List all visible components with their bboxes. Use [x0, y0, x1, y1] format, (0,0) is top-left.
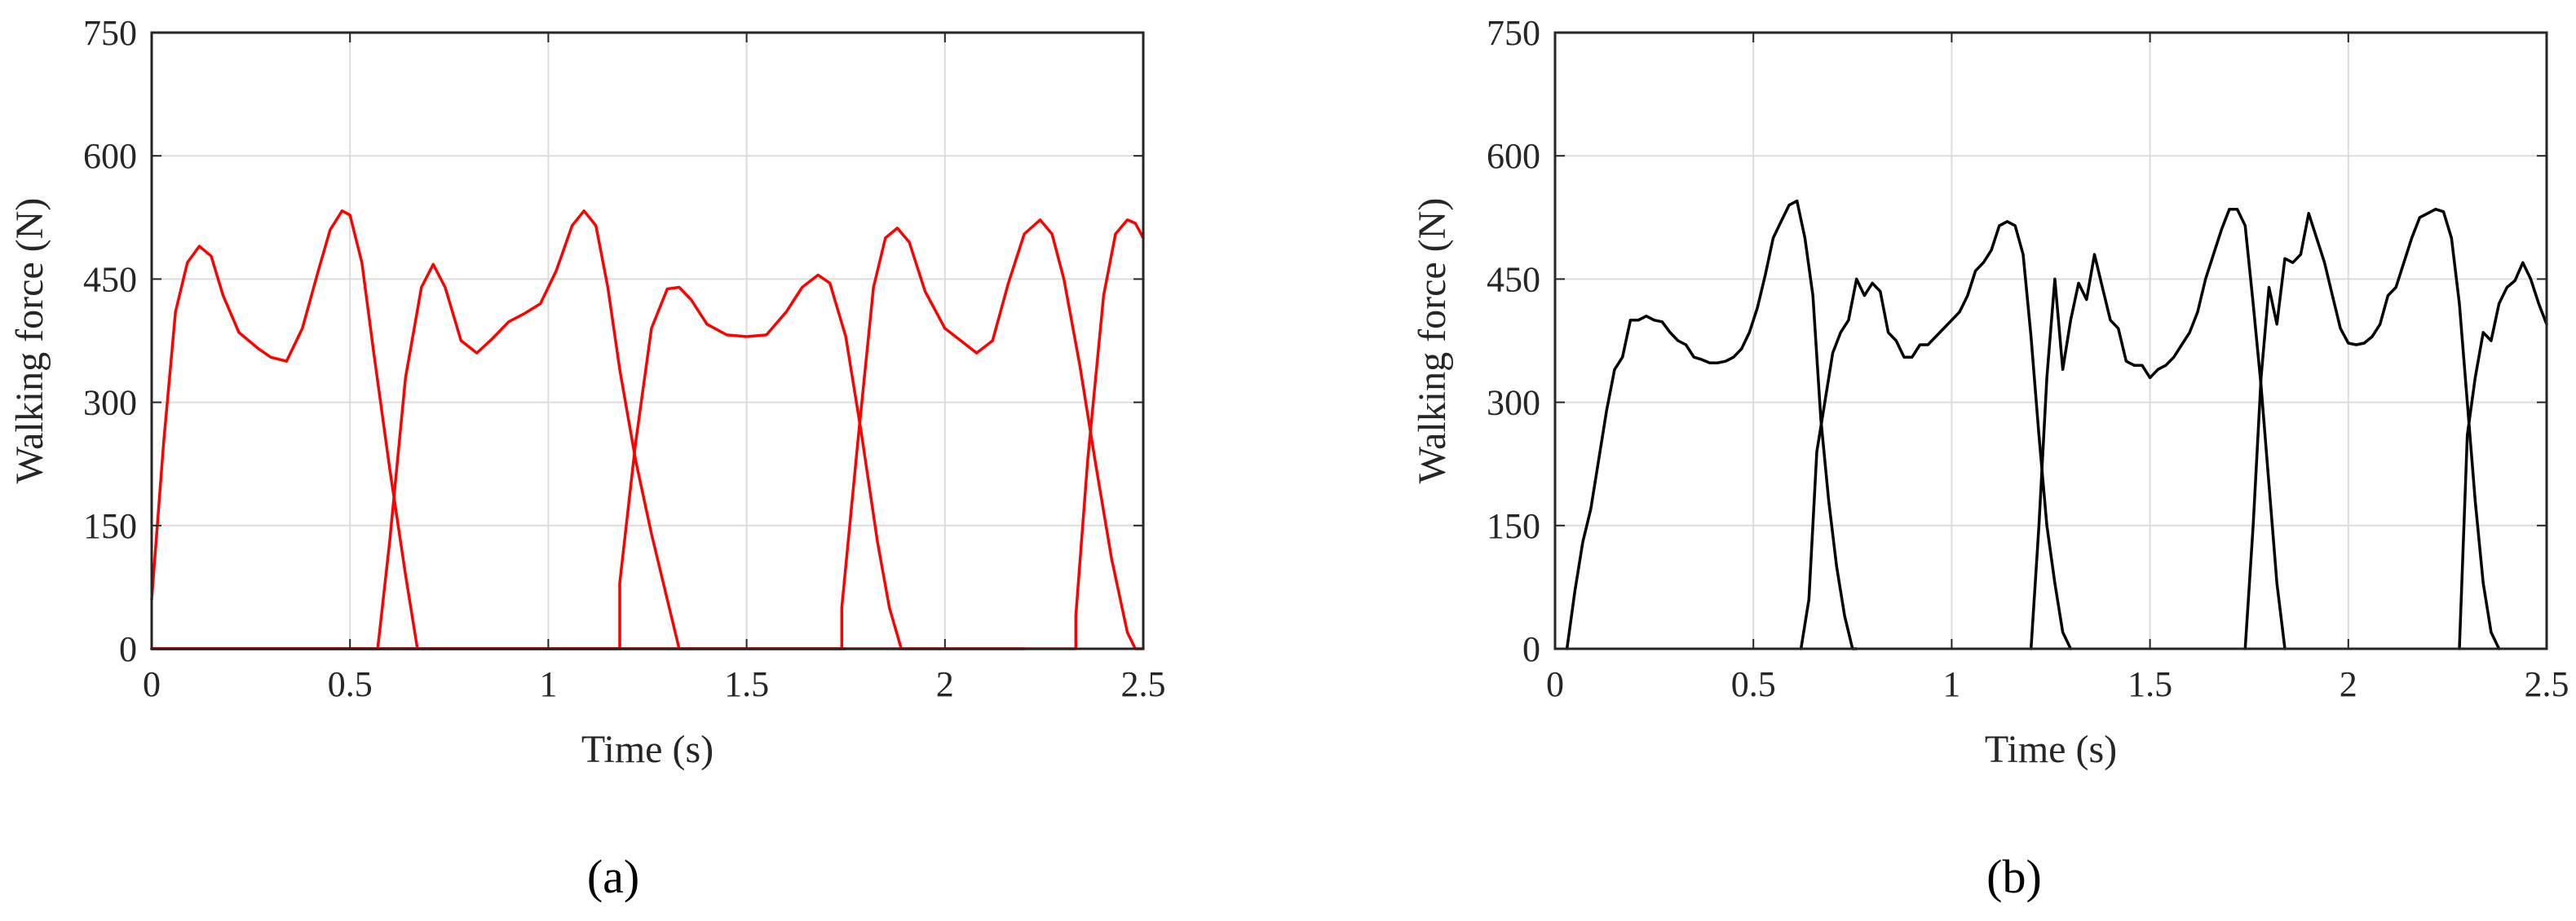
panel-b-y-tick-label: 750	[1487, 13, 1540, 53]
panel-a-x-tick-label: 2.5	[1121, 664, 1166, 704]
panel-b-series-line-1	[1565, 199, 1858, 650]
panel-a-x-tick-label: 1.5	[724, 664, 769, 704]
panel-a-x-tick-label: 2	[936, 664, 954, 704]
panel-b-caption: (b)	[1986, 850, 2042, 903]
panel-b-y-tick-label: 450	[1487, 259, 1540, 299]
panel-a-series-line-4	[150, 218, 1145, 650]
panel-b-series-line-2	[1799, 220, 2073, 650]
panel-b-x-tick-label: 1	[1942, 664, 1960, 704]
panel-b-series-line-3	[2029, 207, 2287, 650]
panel-b-y-tick-label: 300	[1487, 383, 1540, 423]
panel-a-caption: (a)	[587, 850, 639, 903]
panel-a-chart: 0 0.5 1 1.5 2 2.5 0 150 300 450 600 750 Time (s) Wa…	[8, 13, 1166, 903]
panel-a-y-tick-label: 150	[83, 506, 137, 546]
panel-b-series-line-5	[2458, 261, 2548, 650]
panel-b-series-line-4	[2243, 207, 2501, 650]
panel-a-y-tick-label: 600	[83, 136, 137, 176]
panel-a-series-line-3	[150, 273, 1026, 650]
panel-a-x-tick-label: 0	[143, 664, 161, 704]
panel-b-y-axis-label: Walking force (N)	[1411, 198, 1454, 484]
panel-a-x-axis-label: Time (s)	[581, 728, 714, 771]
panel-a-series-line-2	[150, 209, 847, 650]
panel-a-x-tick-label: 1	[539, 664, 557, 704]
panel-a-plot-frame	[150, 31, 1145, 650]
panel-b-x-tick-label: 2	[2340, 664, 2357, 704]
panel-b-ticks: 0 0.5 1 1.5 2 2.5 0 150 300 450 600 750	[1487, 13, 2569, 704]
panel-b-x-axis-label: Time (s)	[1985, 728, 2117, 771]
panel-b-x-tick-label: 1.5	[2128, 664, 2172, 704]
panel-a-y-tick-label: 300	[83, 383, 137, 423]
panel-b-x-tick-label: 0.5	[1731, 664, 1776, 704]
panel-a-y-tick-label: 0	[119, 629, 137, 669]
panel-b-series	[1565, 199, 2548, 650]
panel-b-y-tick-label: 600	[1487, 136, 1540, 176]
panel-a-y-tick-label: 450	[83, 259, 137, 299]
panel-b-x-tick-label: 2.5	[2525, 664, 2569, 704]
panel-b-chart: 0 0.5 1 1.5 2 2.5 0 150 300 450 600 750 Time (s) Wa…	[1411, 13, 2569, 903]
panel-a-y-axis-label: Walking force (N)	[8, 198, 51, 484]
panel-a-ticks: 0 0.5 1 1.5 2 2.5 0 150 300 450 600 750	[83, 13, 1166, 704]
panel-a-y-tick-label: 750	[83, 13, 137, 53]
panel-b-y-tick-label: 0	[1522, 629, 1540, 669]
panel-b-x-tick-label: 0	[1546, 664, 1564, 704]
panel-b-grid	[1555, 33, 2547, 649]
panel-b-y-tick-label: 150	[1487, 506, 1540, 546]
panel-b-plot-frame	[1553, 31, 2548, 650]
panel-a-x-tick-label: 0.5	[328, 664, 373, 704]
